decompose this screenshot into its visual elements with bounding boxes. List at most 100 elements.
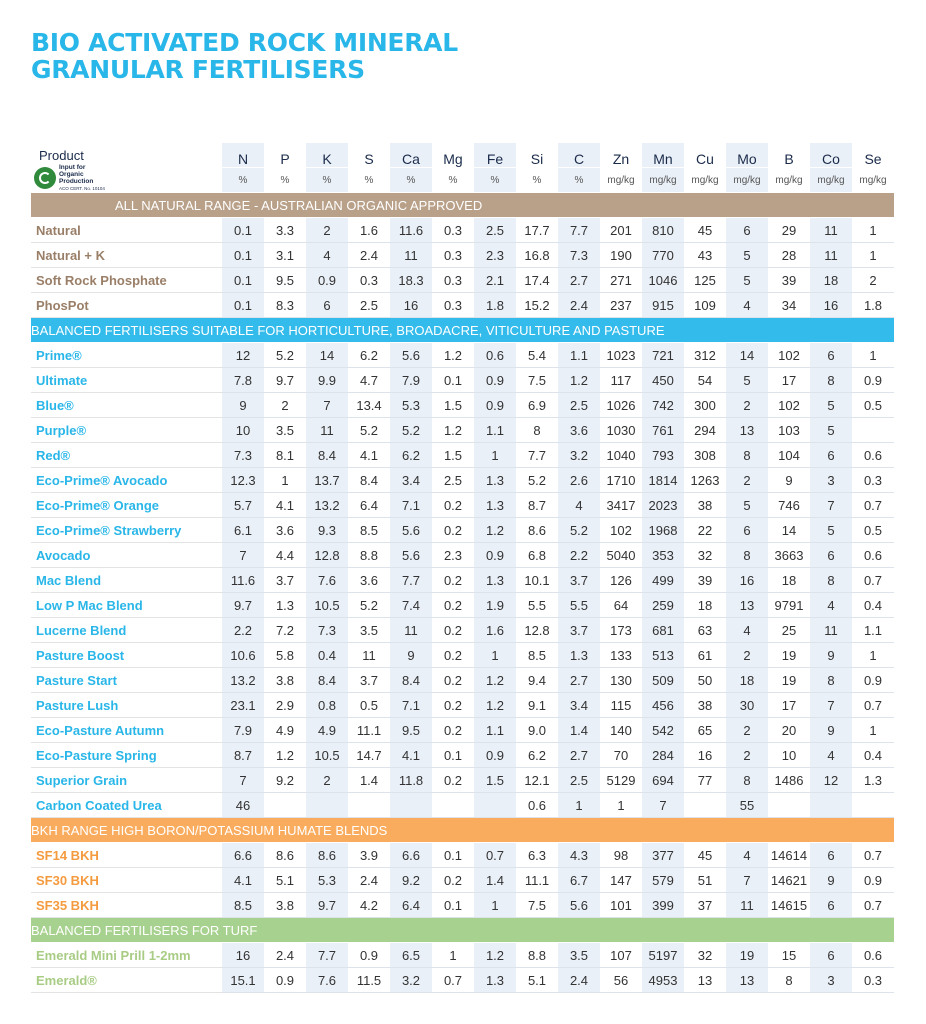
value-n: 12	[222, 342, 264, 368]
value-ca: 5.3	[390, 392, 432, 418]
product-name: Eco-Pasture Autumn	[31, 717, 222, 743]
value-co: 7	[810, 692, 852, 718]
value-mo: 16	[726, 567, 768, 593]
value-cu: 65	[684, 717, 726, 743]
value-mo: 5	[726, 267, 768, 293]
value-se: 0.6	[852, 542, 894, 568]
value-co: 5	[810, 392, 852, 418]
section-header-row: BALANCED FERTILISERS SUITABLE FOR HORTIC…	[31, 317, 894, 343]
value-mo: 30	[726, 692, 768, 718]
column-header-zn: Zn	[600, 143, 642, 168]
certification-text: Input for Organic Production ACO CERT. N…	[59, 164, 111, 192]
value-mg: 0.3	[432, 292, 474, 318]
table-row: Eco-Prime® Strawberry 6.1 3.6 9.3 8.5 5.6 0.2 1…	[31, 517, 894, 543]
product-name: Eco-Prime® Avocado	[31, 467, 222, 493]
value-si: 5.1	[516, 967, 558, 993]
value-mo: 5	[726, 367, 768, 393]
value-mg: 2.3	[432, 542, 474, 568]
value-mg: 0.2	[432, 592, 474, 618]
certification-text-line: ACO CERT. No. 10104	[59, 186, 105, 191]
value-b: 17	[768, 692, 810, 718]
value-b: 9791	[768, 592, 810, 618]
value-mo: 14	[726, 342, 768, 368]
value-cu: 32	[684, 942, 726, 968]
value-mn: 259	[642, 592, 684, 618]
value-zn: 70	[600, 742, 642, 768]
value-k: 14	[306, 342, 348, 368]
value-s: 8.8	[348, 542, 390, 568]
value-n: 23.1	[222, 692, 264, 718]
value-cu: 37	[684, 892, 726, 918]
value-ca: 9.5	[390, 717, 432, 743]
table-row: Superior Grain 7 9.2 2 1.4 11.8 0.2 1.5 12.1 2.5 5…	[31, 767, 894, 793]
value-se: 0.4	[852, 592, 894, 618]
value-fe: 1.1	[474, 717, 516, 743]
value-c: 5.2	[558, 517, 600, 543]
value-cu: 43	[684, 242, 726, 268]
value-mo: 5	[726, 242, 768, 268]
value-fe: 1	[474, 442, 516, 468]
value-mn: 579	[642, 867, 684, 893]
value-mo: 13	[726, 967, 768, 993]
value-se: 0.7	[852, 692, 894, 718]
value-p: 3.5	[264, 417, 306, 443]
value-n: 9	[222, 392, 264, 418]
value-s: 8.4	[348, 467, 390, 493]
value-k: 6	[306, 292, 348, 318]
value-s: 5.2	[348, 592, 390, 618]
value-zn: 98	[600, 842, 642, 868]
value-mg: 0.2	[432, 642, 474, 668]
value-p: 1.2	[264, 742, 306, 768]
column-unit-c: %	[558, 167, 600, 193]
value-se: 1	[852, 242, 894, 268]
value-co: 4	[810, 592, 852, 618]
value-s: 2.5	[348, 292, 390, 318]
value-fe: 1.3	[474, 492, 516, 518]
value-b: 34	[768, 292, 810, 318]
value-p: 4.9	[264, 717, 306, 743]
value-c: 3.4	[558, 692, 600, 718]
value-se: 1	[852, 717, 894, 743]
value-cu: 18	[684, 592, 726, 618]
value-s: 14.7	[348, 742, 390, 768]
value-c: 7.7	[558, 217, 600, 243]
value-b: 14621	[768, 867, 810, 893]
value-mg: 0.1	[432, 742, 474, 768]
value-c: 3.6	[558, 417, 600, 443]
product-name: Pasture Start	[31, 667, 222, 693]
value-mo: 4	[726, 617, 768, 643]
value-mn: 694	[642, 767, 684, 793]
product-name: Emerald®	[31, 967, 222, 993]
value-ca: 9	[390, 642, 432, 668]
value-c: 2.4	[558, 967, 600, 993]
value-ca: 5.6	[390, 517, 432, 543]
value-c: 5.6	[558, 892, 600, 918]
table-row: Ultimate 7.8 9.7 9.9 4.7 7.9 0.1 0.9 7.5 1.2 117 45…	[31, 367, 894, 393]
value-c: 2.7	[558, 667, 600, 693]
value-ca: 6.5	[390, 942, 432, 968]
value-co: 6	[810, 942, 852, 968]
product-name: Low P Mac Blend	[31, 592, 222, 618]
column-header-b: B	[768, 143, 810, 168]
value-si: 17.7	[516, 217, 558, 243]
column-header-si: Si	[516, 143, 558, 168]
value-co: 11	[810, 617, 852, 643]
value-b: 8	[768, 967, 810, 993]
value-c: 3.7	[558, 567, 600, 593]
value-si: 6.3	[516, 842, 558, 868]
value-mn: 399	[642, 892, 684, 918]
value-si: 11.1	[516, 867, 558, 893]
value-c: 4	[558, 492, 600, 518]
value-mn: 499	[642, 567, 684, 593]
value-k: 0.4	[306, 642, 348, 668]
value-ca: 7.9	[390, 367, 432, 393]
value-co	[810, 792, 852, 818]
value-se: 1.8	[852, 292, 894, 318]
value-c: 2.5	[558, 392, 600, 418]
value-fe: 0.9	[474, 742, 516, 768]
value-co: 11	[810, 242, 852, 268]
value-zn: 147	[600, 867, 642, 893]
value-se: 0.3	[852, 467, 894, 493]
value-b: 39	[768, 267, 810, 293]
table-row: Eco-Prime® Avocado 12.3 1 13.7 8.4 3.4 2.5 1.3 5…	[31, 467, 894, 493]
